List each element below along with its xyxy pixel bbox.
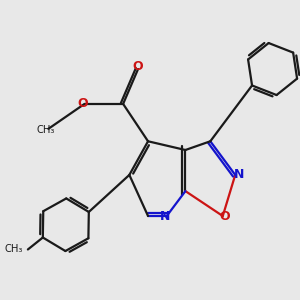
Text: O: O [78, 98, 88, 110]
Text: N: N [160, 209, 170, 223]
Text: N: N [234, 168, 244, 182]
Text: O: O [133, 59, 143, 73]
Text: CH₃: CH₃ [36, 125, 55, 135]
Text: O: O [219, 210, 230, 223]
Text: CH₃: CH₃ [4, 244, 22, 254]
